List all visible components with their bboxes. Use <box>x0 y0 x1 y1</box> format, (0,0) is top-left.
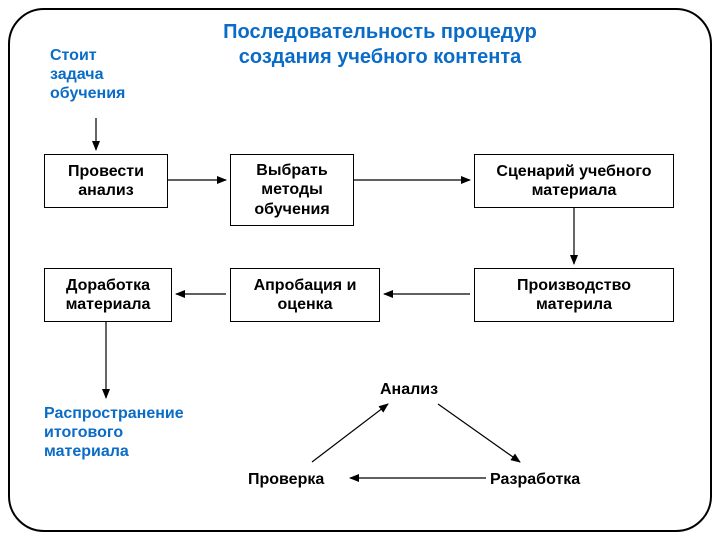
box-analyze: Провести анализ <box>44 154 168 208</box>
title-line2: создания учебного контента <box>239 46 521 68</box>
box-refine-label: Доработка материала <box>51 276 165 314</box>
subtitle-distribute: Распространение итогового материала <box>44 404 184 462</box>
triangle-right-label: Разработка <box>490 470 580 489</box>
title-line1: Последовательность процедур <box>223 21 537 43</box>
box-produce: Производство материла <box>474 268 674 322</box>
diagram-title: Последовательность процедур создания уче… <box>205 20 555 70</box>
subtitle-dist-l2: итогового <box>44 424 123 441</box>
triangle-top-label: Анализ <box>380 380 438 399</box>
subtitle-task: Стоит задача обучения <box>50 46 125 104</box>
subtitle-task-l3: обучения <box>50 85 125 102</box>
subtitle-task-l2: задача <box>50 66 103 83</box>
box-produce-label: Производство материла <box>481 276 667 314</box>
box-methods: Выбрать методы обучения <box>230 154 354 226</box>
box-test: Апробация и оценка <box>230 268 380 322</box>
box-test-label: Апробация и оценка <box>237 276 373 314</box>
box-scenario-label: Сценарий учебного материала <box>481 162 667 200</box>
subtitle-dist-l3: материала <box>44 443 129 460</box>
box-scenario: Сценарий учебного материала <box>474 154 674 208</box>
box-refine: Доработка материала <box>44 268 172 322</box>
subtitle-dist-l1: Распространение <box>44 405 184 422</box>
subtitle-task-l1: Стоит <box>50 47 97 64</box>
box-methods-label: Выбрать методы обучения <box>237 161 347 219</box>
triangle-left-label: Проверка <box>248 470 324 489</box>
box-analyze-label: Провести анализ <box>51 162 161 200</box>
